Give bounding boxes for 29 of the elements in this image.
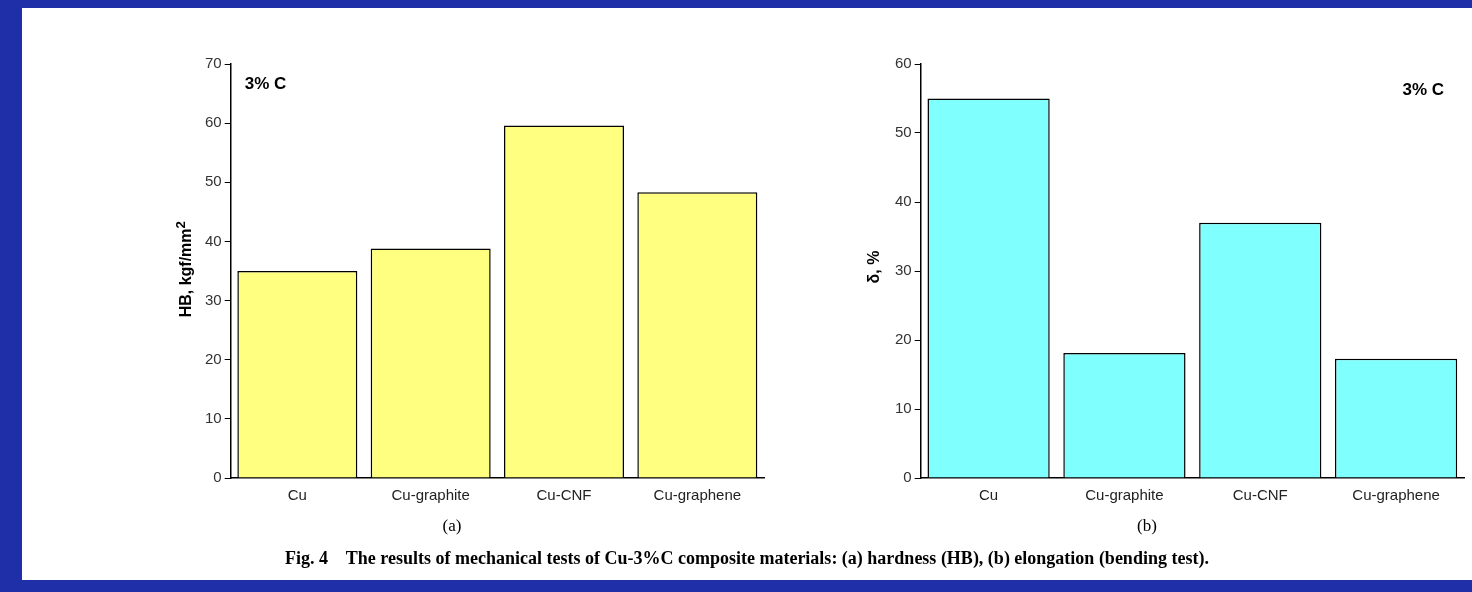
x-tick-label: Cu-graphite (391, 486, 470, 504)
text: (a) (441, 516, 463, 536)
text: (b) (1136, 516, 1158, 536)
x-tick-label: Cu (287, 486, 307, 504)
y-axis-title: δ, % (865, 249, 883, 286)
x-tick-label: Cu-graphite (1085, 486, 1164, 504)
annotation: 3% C (1402, 80, 1444, 100)
y-tick-label: 10 (205, 409, 222, 426)
x-tick-label: Cu-CNF (536, 486, 592, 504)
y-tick-label: 0 (213, 468, 222, 486)
x-tick-label: Cu-CNF (1232, 486, 1288, 504)
y-tick-label: 70 (205, 54, 222, 72)
y-tick-label: 20 (205, 349, 222, 367)
x-tick-label: Cu-graphene (653, 486, 742, 504)
y-tick-label: 60 (205, 113, 222, 131)
y-tick-label: 20 (895, 330, 912, 348)
y-tick-label: 10 (895, 399, 912, 417)
annotation: 3% C (244, 74, 287, 94)
y-tick-label: 0 (903, 468, 912, 486)
y-tick-label: 30 (895, 261, 912, 279)
x-tick-label: Cu-graphene (1352, 486, 1440, 504)
y-tick-label: 60 (895, 54, 912, 72)
y-tick-label: 40 (205, 231, 222, 249)
y-tick-label: 50 (895, 123, 912, 141)
x-tick-label: Cu (979, 486, 999, 504)
y-tick-label: 30 (205, 290, 222, 308)
caption: Fig. 4 The results of mechanical tests of Cu-3%C composite materials: (a) hardness (HB), (b) elongation (bending test). (284, 548, 1210, 569)
y-tick-label: 50 (205, 172, 222, 190)
y-tick-label: 40 (895, 192, 912, 210)
